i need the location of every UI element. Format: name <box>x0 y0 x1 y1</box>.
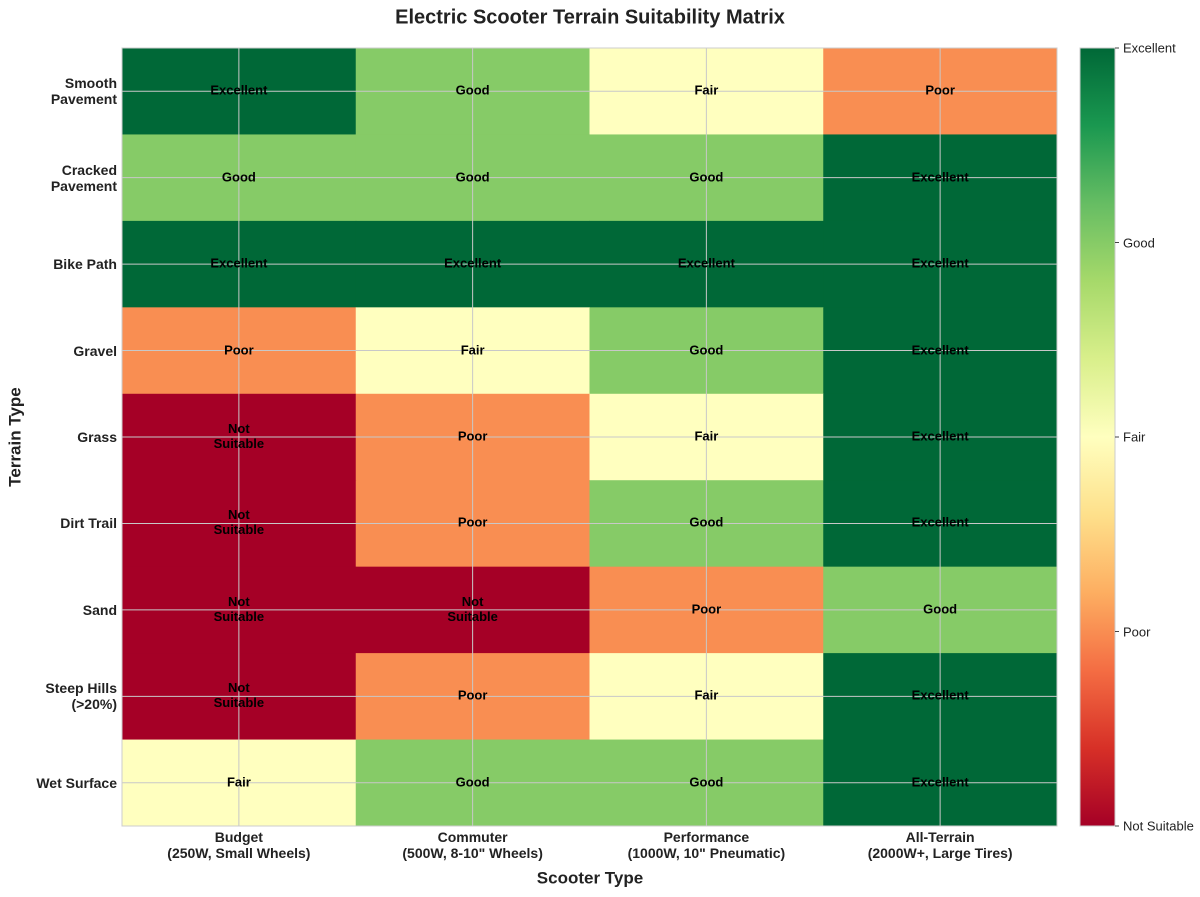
chart-title: Electric Scooter Terrain Suitability Mat… <box>395 6 785 28</box>
cell-label: Good <box>221 169 256 185</box>
x-tick-label: Budget (250W, Small Wheels) <box>167 828 311 861</box>
cell-label: Good <box>689 342 724 358</box>
colorbar-tick-label: Poor <box>1123 624 1151 639</box>
y-tick-label: Bike Path <box>53 256 117 273</box>
cell-label: Excellent <box>911 169 969 185</box>
cell-label: Excellent <box>677 255 735 271</box>
x-tick-label: Commuter (500W, 8-10" Wheels) <box>402 828 543 861</box>
cell-label: Not Suitable <box>447 593 498 624</box>
cell-label: Good <box>455 82 490 98</box>
cell-label: Excellent <box>911 428 969 444</box>
cell-label: Poor <box>457 687 488 703</box>
cell-label: Poor <box>457 514 488 530</box>
cell-label: Good <box>455 169 490 185</box>
colorbar <box>1079 47 1116 827</box>
x-axis-label: Scooter Type <box>537 868 643 887</box>
y-tick-label: Wet Surface <box>36 774 117 791</box>
colorbar-tick-label: Excellent <box>1123 40 1176 56</box>
cell-label: Excellent <box>911 514 969 530</box>
cell-label: Poor <box>925 82 955 98</box>
cell-label: Good <box>689 169 724 185</box>
cell-label: Excellent <box>444 255 502 271</box>
cell-label: Fair <box>694 428 719 444</box>
y-tick-label: Dirt Trail <box>60 515 117 532</box>
colorbar-tick-label: Fair <box>1123 429 1146 445</box>
y-tick-label: Sand <box>82 601 117 618</box>
y-tick-label: Grass <box>77 428 117 445</box>
y-tick-label: Steep Hills (>20%) <box>45 680 117 713</box>
cell-label: Good <box>923 601 958 617</box>
cell-label: Poor <box>691 601 722 617</box>
cell-label: Fair <box>226 774 251 790</box>
cell-label: Poor <box>224 342 254 358</box>
cell-label: Not Suitable <box>213 421 265 451</box>
cell-label: Poor <box>457 428 488 444</box>
cell-label: Excellent <box>210 82 268 98</box>
y-axis-label: Terrain Type <box>5 387 24 487</box>
cell-label: Not Suitable <box>213 680 265 711</box>
cell-label: Fair <box>694 687 719 703</box>
cell-label: Excellent <box>911 687 969 703</box>
cell-label: Excellent <box>210 255 268 271</box>
cell-label: Good <box>689 514 724 530</box>
cell-label: Not Suitable <box>213 593 265 624</box>
x-tick-label: Performance (1000W, 10" Pneumatic) <box>627 828 786 861</box>
cell-label: Excellent <box>911 255 969 271</box>
plot-frame <box>121 47 1058 827</box>
cell-label: Excellent <box>911 342 969 358</box>
cell-label: Fair <box>694 82 719 98</box>
cell-label: Not Suitable <box>213 507 265 538</box>
y-tick-label: Smooth Pavement <box>50 75 117 108</box>
cell-label: Excellent <box>911 774 969 790</box>
cell-label: Good <box>455 774 490 790</box>
x-tick-label: All-Terrain (2000W+, Large Tires) <box>867 828 1013 861</box>
colorbar-tick-label: Not Suitable <box>1123 818 1194 834</box>
y-tick-label: Cracked Pavement <box>50 161 117 194</box>
y-tick-label: Gravel <box>73 342 117 359</box>
cell-label: Fair <box>460 342 485 358</box>
colorbar-tick-label: Good <box>1123 235 1155 250</box>
cell-label: Good <box>689 774 724 790</box>
